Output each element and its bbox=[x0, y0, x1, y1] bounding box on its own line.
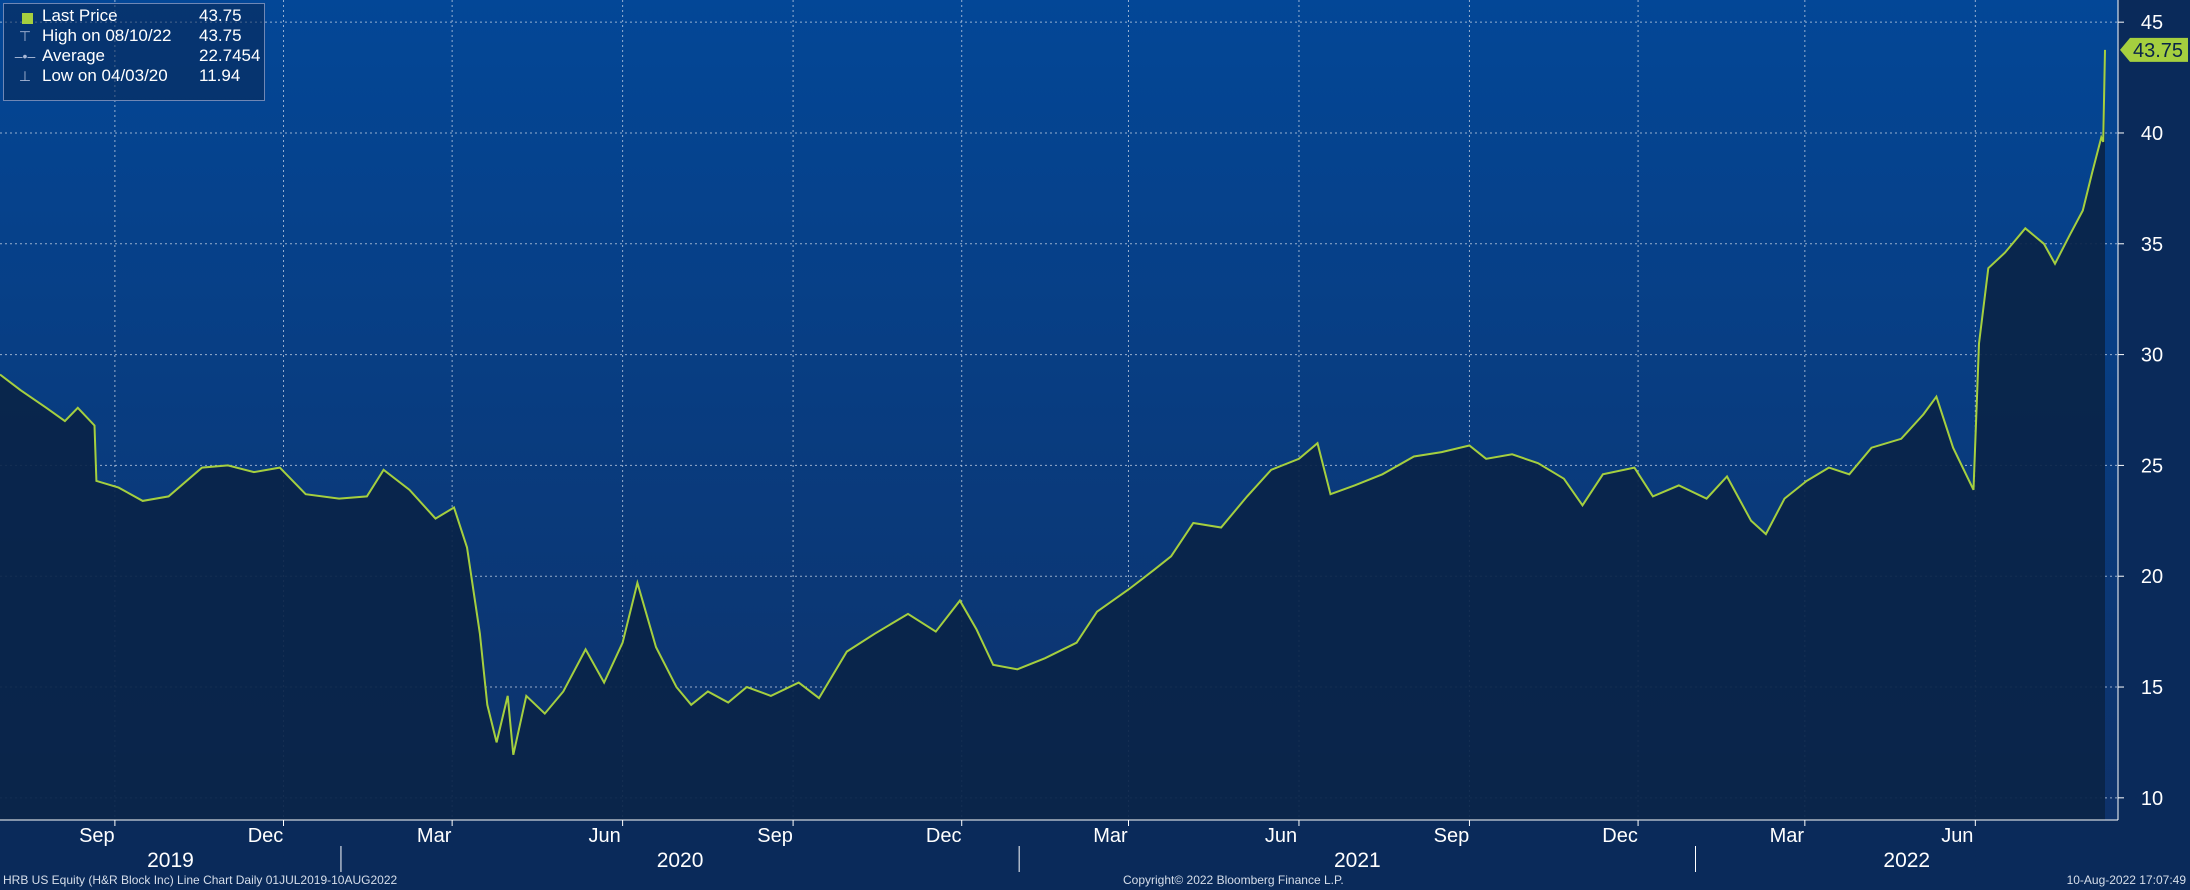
legend-label: Low on 04/03/20 bbox=[42, 66, 168, 85]
low-marker-icon: ⊥ bbox=[18, 68, 32, 84]
year-label: 2022 bbox=[1883, 849, 1930, 872]
legend-value: 43.75 bbox=[199, 6, 242, 25]
y-tick-label: 30 bbox=[2141, 345, 2163, 367]
y-axis: 10 15 20 25 30 35 40 45 bbox=[2117, 0, 2163, 820]
footer-timestamp: 10-Aug-2022 17:07:49 bbox=[2066, 873, 2186, 887]
x-tick-label: Dec bbox=[248, 825, 284, 847]
x-tick-label: Mar bbox=[1093, 825, 1128, 847]
price-line bbox=[0, 49, 2106, 756]
y-tick-label: 25 bbox=[2141, 455, 2163, 477]
last-price-badge: 43.75 bbox=[2120, 37, 2188, 62]
year-label: 2021 bbox=[1334, 849, 1381, 872]
year-label: 2020 bbox=[657, 849, 704, 872]
y-tick-label: 10 bbox=[2141, 788, 2163, 810]
footer-security-description: HRB US Equity (H&R Block Inc) Line Chart… bbox=[3, 873, 398, 887]
x-tick-label: Sep bbox=[757, 825, 793, 847]
x-tick-label: Sep bbox=[79, 825, 115, 847]
square-swatch-icon bbox=[12, 9, 38, 24]
x-tick-label: Mar bbox=[417, 825, 452, 847]
high-marker-icon: ⊤ bbox=[18, 28, 32, 44]
x-tick-label: Jun bbox=[588, 825, 620, 847]
x-tick-label: Dec bbox=[926, 825, 962, 847]
legend-value: 43.75 bbox=[199, 26, 242, 45]
x-tick-label: Mar bbox=[1770, 825, 1805, 847]
x-axis: Sep Dec Mar Jun Sep Dec Mar Jun Sep Dec Mar Jun 2019… bbox=[0, 819, 2118, 872]
x-tick-label: Dec bbox=[1602, 825, 1638, 847]
x-tick-label: Sep bbox=[1434, 825, 1470, 847]
badge-background bbox=[2120, 37, 2188, 62]
chart-legend: Last Price 43.75 ⊤ High on 08/10/22 43.7… bbox=[3, 3, 265, 101]
y-tick-label: 15 bbox=[2141, 677, 2163, 699]
y-tick-label: 40 bbox=[2141, 123, 2163, 145]
legend-value: 11.94 bbox=[199, 66, 241, 85]
legend-label: Last Price bbox=[42, 6, 118, 25]
average-marker-icon: –•– bbox=[14, 48, 36, 64]
price-area-fill bbox=[0, 49, 2105, 820]
legend-label: High on 08/10/22 bbox=[42, 26, 172, 45]
x-tick-label: Jun bbox=[1941, 825, 1973, 847]
year-label: 2019 bbox=[147, 849, 194, 872]
legend-value: 22.7454 bbox=[199, 46, 261, 65]
footer-copyright: Copyright© 2022 Bloomberg Finance L.P. bbox=[1123, 873, 1344, 887]
x-tick-label: Jun bbox=[1265, 825, 1297, 847]
badge-value: 43.75 bbox=[2133, 40, 2183, 62]
y-tick-label: 45 bbox=[2141, 12, 2163, 34]
y-tick-label: 35 bbox=[2141, 234, 2163, 256]
legend-label: Average bbox=[42, 46, 106, 65]
y-tick-label: 20 bbox=[2141, 566, 2163, 588]
